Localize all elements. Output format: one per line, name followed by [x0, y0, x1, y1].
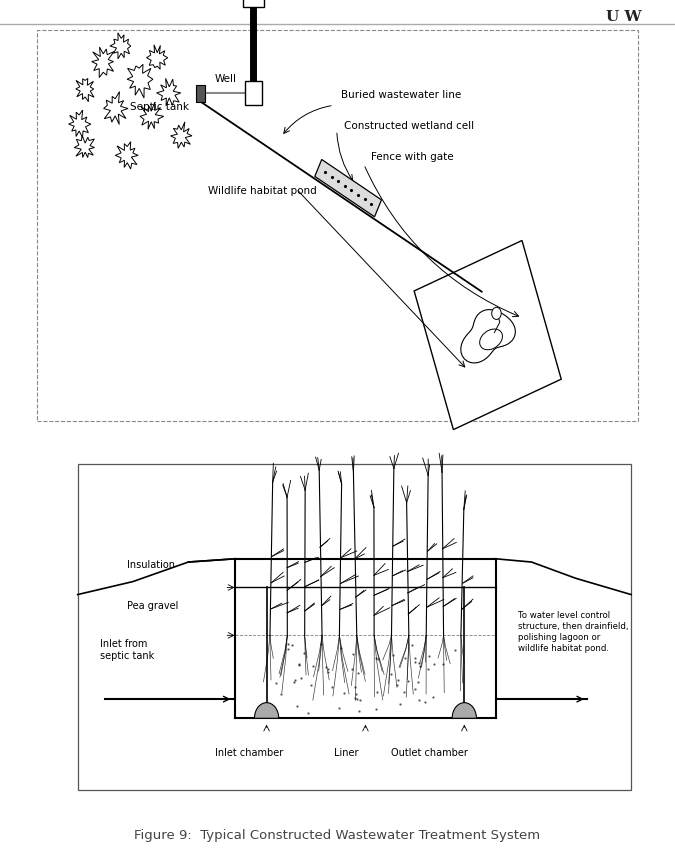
Bar	[242, 0, 264, 8]
Polygon shape	[461, 310, 516, 363]
Polygon shape	[92, 47, 114, 77]
Text: Buried wastewater line: Buried wastewater line	[340, 89, 461, 100]
FancyBboxPatch shape	[37, 30, 638, 421]
Polygon shape	[69, 110, 91, 138]
Wedge shape	[452, 703, 477, 719]
Wedge shape	[254, 703, 279, 719]
Polygon shape	[140, 102, 164, 129]
Text: Wildlife habitat pond: Wildlife habitat pond	[209, 187, 317, 196]
Bar	[196, 85, 205, 102]
Polygon shape	[127, 64, 153, 98]
Text: Inlet chamber: Inlet chamber	[215, 747, 284, 758]
Text: To water level control
structure, then drainfield,
polishing lagoon or
wildlife : To water level control structure, then d…	[518, 611, 628, 653]
Ellipse shape	[480, 329, 502, 350]
Circle shape	[491, 307, 501, 319]
Text: Outlet chamber: Outlet chamber	[391, 747, 468, 758]
Polygon shape	[110, 33, 131, 59]
Polygon shape	[115, 141, 138, 169]
Polygon shape	[171, 122, 192, 148]
Text: Figure 9:  Typical Constructed Wastewater Treatment System: Figure 9: Typical Constructed Wastewater…	[134, 829, 541, 841]
Text: Pea gravel: Pea gravel	[128, 601, 179, 611]
Polygon shape	[414, 240, 561, 430]
Polygon shape	[74, 135, 94, 158]
Text: Constructed wetland cell: Constructed wetland cell	[344, 121, 474, 131]
Bar	[245, 82, 262, 105]
Polygon shape	[315, 160, 381, 217]
Polygon shape	[76, 78, 94, 102]
Polygon shape	[146, 45, 168, 69]
Polygon shape	[157, 78, 181, 106]
Text: Liner: Liner	[334, 747, 358, 758]
Text: U W: U W	[605, 10, 641, 24]
Text: Fence with gate: Fence with gate	[371, 152, 453, 162]
Text: Well: Well	[215, 74, 236, 84]
Text: Septic tank: Septic tank	[130, 102, 189, 112]
Polygon shape	[104, 92, 128, 124]
FancyBboxPatch shape	[78, 464, 631, 790]
Text: Inlet from
septic tank: Inlet from septic tank	[100, 639, 154, 661]
Text: Insulation: Insulation	[128, 560, 176, 570]
